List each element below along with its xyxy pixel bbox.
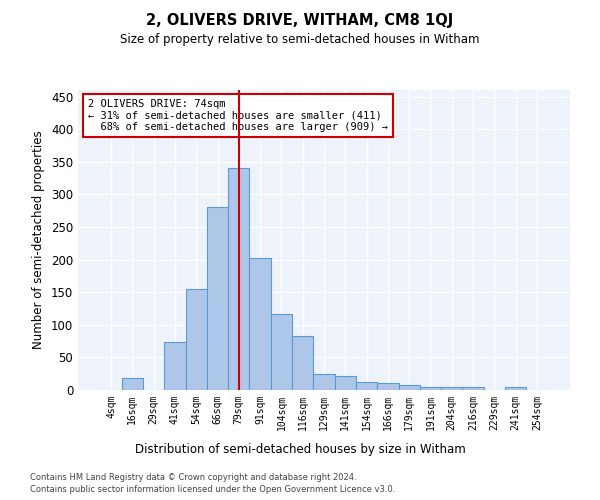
Bar [228, 168, 250, 390]
Bar [463, 388, 484, 390]
Bar [122, 378, 143, 390]
Text: Distribution of semi-detached houses by size in Witham: Distribution of semi-detached houses by … [134, 442, 466, 456]
Text: 2, OLIVERS DRIVE, WITHAM, CM8 1QJ: 2, OLIVERS DRIVE, WITHAM, CM8 1QJ [146, 12, 454, 28]
Bar [420, 388, 441, 390]
Bar [335, 376, 356, 390]
Text: Contains public sector information licensed under the Open Government Licence v3: Contains public sector information licen… [30, 485, 395, 494]
Bar [313, 374, 335, 390]
Y-axis label: Number of semi-detached properties: Number of semi-detached properties [32, 130, 46, 350]
Bar [398, 386, 420, 390]
Text: 2 OLIVERS DRIVE: 74sqm
← 31% of semi-detached houses are smaller (411)
  68% of : 2 OLIVERS DRIVE: 74sqm ← 31% of semi-det… [88, 99, 388, 132]
Bar [356, 382, 377, 390]
Bar [271, 314, 292, 390]
Bar [164, 342, 185, 390]
Bar [207, 206, 228, 390]
Bar [250, 258, 271, 390]
Bar [377, 384, 398, 390]
Text: Contains HM Land Registry data © Crown copyright and database right 2024.: Contains HM Land Registry data © Crown c… [30, 472, 356, 482]
Bar [185, 289, 207, 390]
Bar [292, 336, 313, 390]
Text: Size of property relative to semi-detached houses in Witham: Size of property relative to semi-detach… [120, 32, 480, 46]
Bar [441, 388, 463, 390]
Bar [505, 386, 526, 390]
